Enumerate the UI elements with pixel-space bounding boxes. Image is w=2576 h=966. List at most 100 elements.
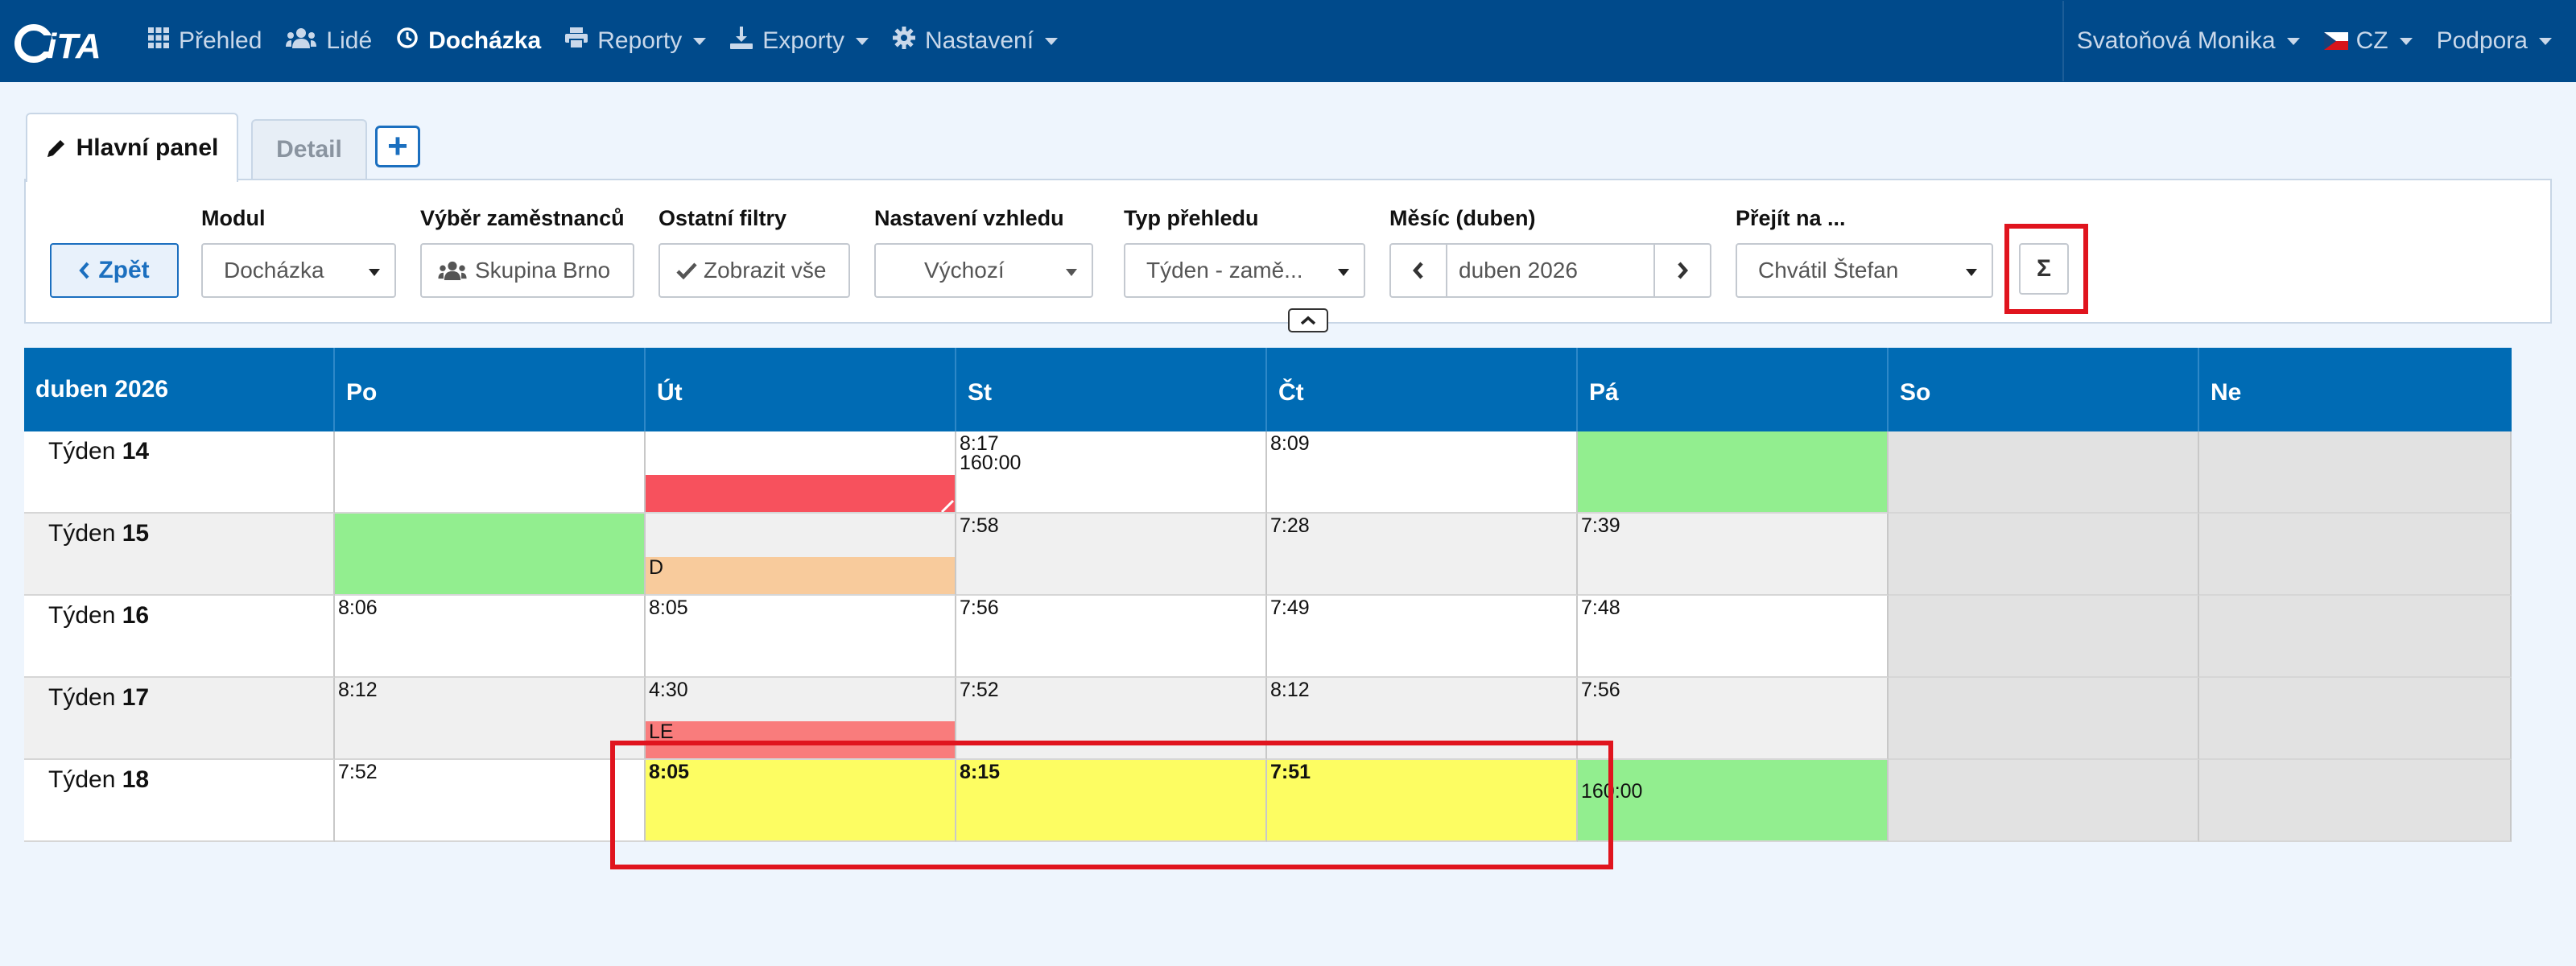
day-cell[interactable] (646, 431, 956, 514)
chevron-down-icon (2399, 37, 2413, 45)
next-month-button[interactable] (1653, 243, 1711, 298)
day-cell[interactable]: 8:15 (956, 760, 1267, 842)
day-cell[interactable]: 8:09 (1267, 431, 1578, 514)
day-cell[interactable]: 8:05 (646, 596, 956, 678)
day-cell[interactable]: 4:30 LE (646, 678, 956, 760)
chevron-right-icon (1676, 261, 1689, 280)
day-cell[interactable] (2199, 678, 2512, 760)
tab-hlavni-panel[interactable]: Hlavní panel (26, 113, 238, 182)
nav-item-lide[interactable]: Lidé (286, 27, 372, 55)
back-label: Zpět (98, 257, 150, 283)
day-cell[interactable]: D (646, 514, 956, 596)
week-label[interactable]: Týden 16 (24, 596, 335, 678)
arrival-time: 8:05 (649, 597, 688, 619)
week-label[interactable]: Týden 14 (24, 431, 335, 514)
day-cell[interactable]: 160:00 (1578, 760, 1889, 842)
arrival-time: 7:52 (960, 679, 999, 701)
day-cell[interactable]: 8:06 (335, 596, 646, 678)
day-cell[interactable] (1889, 514, 2199, 596)
month-label: Měsíc (duben) (1389, 206, 1536, 230)
ita-logo[interactable]: iTA (14, 21, 122, 63)
day-cell[interactable]: 7:48 (1578, 596, 1889, 678)
day-cell[interactable]: 7:28 (1267, 514, 1578, 596)
day-cell[interactable] (1889, 678, 2199, 760)
day-cell[interactable]: 7:56 (1578, 678, 1889, 760)
week-number: 16 (122, 602, 150, 629)
module-select[interactable]: Docházka (201, 243, 396, 298)
chevron-down-icon (855, 37, 869, 45)
day-cell[interactable] (1889, 760, 2199, 842)
day-cell[interactable] (2199, 596, 2512, 678)
appearance-select[interactable]: Výchozí (874, 243, 1093, 298)
absence-bar: LE (646, 721, 955, 758)
clock-icon (396, 27, 419, 56)
week-row: Týden 15 D 7:58 7:28 7:39 (24, 514, 2512, 596)
week-row: Týden 17 8:12 4:30 LE 7:52 8:12 7:56 (24, 678, 2512, 760)
nav-item-reporty[interactable]: Reporty (565, 27, 707, 55)
arrival-time: 7:56 (1581, 679, 1620, 701)
nav-item-prehled[interactable]: Přehled (148, 27, 262, 55)
day-cell[interactable]: 7:58 (956, 514, 1267, 596)
day-cell[interactable]: 7:51 (1267, 760, 1578, 842)
other-filters-button[interactable]: Zobrazit vše (658, 243, 850, 298)
employees-button[interactable]: Skupina Brno (420, 243, 634, 298)
day-cell[interactable] (2199, 760, 2512, 842)
overview-type-select[interactable]: Týden - zamě... (1124, 243, 1365, 298)
day-cell[interactable]: 7:49 (1267, 596, 1578, 678)
week-label[interactable]: Týden 15 (24, 514, 335, 596)
day-header-ut: Út (646, 348, 956, 431)
day-cell[interactable]: 8:12 (1267, 678, 1578, 760)
week-row: Týden 18 7:52 8:05 8:15 7:51 160:00 (24, 760, 2512, 842)
calendar-header: duben 2026 Po Út St Čt Pá So Ne (24, 348, 2512, 431)
week-label[interactable]: Týden 17 (24, 678, 335, 760)
logo-text: iTA (47, 27, 101, 63)
day-cell[interactable] (335, 431, 646, 514)
support-label: Podpora (2436, 27, 2528, 54)
add-tab-button[interactable]: + (375, 126, 420, 167)
back-button[interactable]: Zpět (50, 243, 179, 298)
chevron-down-icon (1966, 269, 1977, 276)
goto-select[interactable]: Chvátil Štefan (1736, 243, 1993, 298)
week-label[interactable]: Týden 18 (24, 760, 335, 842)
collapse-filters-button[interactable] (1288, 308, 1328, 332)
tab-detail[interactable]: Detail (251, 119, 367, 179)
absence-bar: D (646, 557, 955, 594)
day-cell[interactable] (2199, 514, 2512, 596)
day-cell[interactable] (1889, 596, 2199, 678)
day-cell[interactable] (1889, 431, 2199, 514)
grid-icon (148, 27, 169, 55)
day-cell[interactable]: 8:17 160:00 (956, 431, 1267, 514)
prev-month-button[interactable] (1389, 243, 1447, 298)
overview-type-label: Typ přehledu (1124, 206, 1259, 230)
language-dropdown[interactable]: CZ (2323, 27, 2413, 55)
nav-item-dochazka[interactable]: Docházka (396, 27, 541, 56)
day-cell[interactable] (2199, 431, 2512, 514)
week-number: 17 (122, 684, 150, 711)
nav-label: Nastavení (924, 27, 1034, 54)
arrival-time: 8:12 (1270, 679, 1310, 701)
sum-button[interactable]: Σ (2019, 243, 2069, 295)
day-cell[interactable]: 8:12 (335, 678, 646, 760)
support-dropdown[interactable]: Podpora (2437, 27, 2552, 55)
arrival-time: 8:12 (338, 679, 378, 701)
nav-item-exporty[interactable]: Exporty (730, 27, 869, 56)
user-dropdown[interactable]: Svatoňová Monika (2077, 27, 2300, 55)
month-value: duben 2026 (1459, 258, 1578, 283)
day-cell[interactable]: 7:52 (335, 760, 646, 842)
appearance-label: Nastavení vzhledu (874, 206, 1064, 230)
tab-label: Detail (276, 136, 342, 163)
arrival-time: 7:52 (338, 761, 378, 783)
day-cell[interactable]: 7:39 (1578, 514, 1889, 596)
appearance-value: Výchozí (924, 258, 1005, 283)
arrival-time: 7:51 (1270, 761, 1311, 783)
employees-value: Skupina Brno (475, 258, 611, 283)
day-cell[interactable] (335, 514, 646, 596)
day-cell[interactable]: 7:52 (956, 678, 1267, 760)
other-filters-label: Ostatní filtry (658, 206, 787, 230)
day-cell[interactable]: 7:56 (956, 596, 1267, 678)
top-navbar: iTA Přehled Lidé Docházka Reporty (0, 0, 2576, 82)
month-input[interactable]: duben 2026 (1446, 243, 1655, 298)
day-cell[interactable]: 8:05 (646, 760, 956, 842)
nav-item-nastaveni[interactable]: Nastavení (892, 27, 1059, 56)
day-cell[interactable] (1578, 431, 1889, 514)
